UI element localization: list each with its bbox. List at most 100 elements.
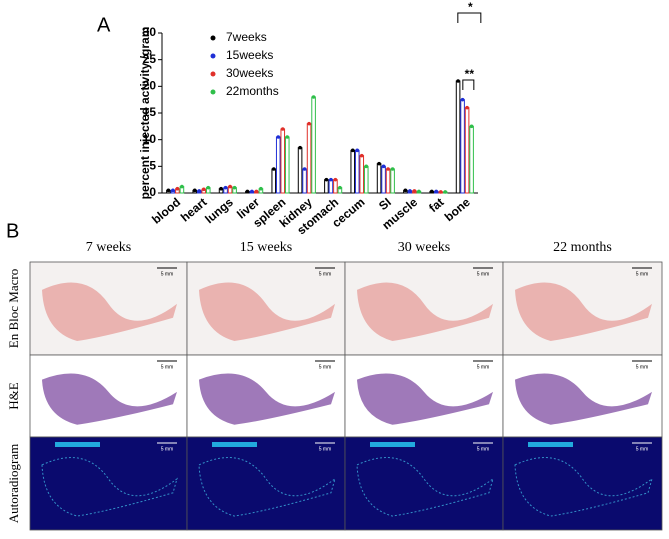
bar-dot <box>338 185 342 190</box>
scale-bar-label: 5 mm <box>161 364 174 370</box>
bar-dot <box>223 185 228 190</box>
colorbar <box>528 442 573 447</box>
legend-marker <box>210 35 216 41</box>
legend-label: 7weeks <box>226 30 267 44</box>
specimen <box>198 457 336 517</box>
bar-dot <box>456 79 460 83</box>
scale-bar-label: 5 mm <box>477 446 490 452</box>
bar-dot <box>171 188 175 193</box>
bar <box>460 99 465 194</box>
x-tick-label: blood <box>149 195 183 227</box>
bar <box>455 80 461 194</box>
legend-marker <box>210 53 216 59</box>
scale-bar-label: 5 mm <box>319 364 332 370</box>
specimen <box>199 282 335 342</box>
bar <box>385 168 391 194</box>
bar-dot <box>271 167 276 171</box>
specimen <box>357 373 493 425</box>
specimen <box>356 457 494 517</box>
legend-marker <box>210 71 216 77</box>
bar <box>271 168 277 194</box>
specimen <box>515 282 652 342</box>
bar <box>350 149 356 194</box>
bar <box>311 96 316 194</box>
bar-dot <box>438 190 443 194</box>
bar-dot <box>377 161 381 166</box>
bar-dot <box>469 124 474 129</box>
x-tick-label: lungs <box>202 195 236 227</box>
row-label: Autoradiogram <box>6 444 21 523</box>
bar-dot <box>434 189 439 194</box>
bar-dot <box>408 189 412 193</box>
bar-dot <box>245 189 250 194</box>
legend-label: 30weeks <box>226 66 273 80</box>
legend-marker <box>210 89 216 95</box>
bar-dot <box>201 187 206 192</box>
y-axis-title: percent injected activity /gram <box>138 27 152 200</box>
bar-dot <box>329 177 333 182</box>
column-header: 30 weeks <box>398 240 451 255</box>
y-tick-label: 5 <box>149 159 156 173</box>
specimen <box>515 373 652 425</box>
bar <box>284 136 290 194</box>
scale-bar-label: 5 mm <box>319 271 332 277</box>
bar <box>324 179 329 194</box>
bar-dot <box>460 97 465 102</box>
y-tick-label: 15 <box>143 105 157 119</box>
scale-bar-label: 5 mm <box>161 446 174 452</box>
bar <box>280 128 286 194</box>
panel-label: A <box>97 14 111 36</box>
bar-dot <box>166 188 171 193</box>
bar-dot <box>355 148 360 153</box>
bar-dot <box>350 148 355 153</box>
bar <box>359 155 365 194</box>
bar-dot <box>219 186 223 191</box>
bar-dot <box>254 189 259 194</box>
bar-dot <box>298 145 302 150</box>
bar-dot <box>180 184 184 189</box>
bar-dot <box>276 135 281 139</box>
legend-label: 22months <box>226 84 279 98</box>
bar-dot <box>175 186 180 191</box>
row-label: H&E <box>6 382 21 410</box>
specimen <box>42 373 177 425</box>
bar <box>464 107 470 194</box>
bar-dot <box>412 189 417 193</box>
bar <box>328 179 334 194</box>
panel-label: B <box>6 220 19 242</box>
bar-dot <box>324 177 329 182</box>
scale-bar-label: 5 mm <box>477 364 490 370</box>
bar <box>297 147 303 194</box>
image-grid: 5 mm 5 mm 5 mm 5 mm 5 mm 5 mm 5 mm 5 mm 5 mm 5 mm… <box>29 261 663 531</box>
bar-dot <box>228 184 232 189</box>
bar-dot <box>364 164 369 169</box>
bar-dot <box>403 188 408 193</box>
bar <box>376 163 382 194</box>
x-tick-label: bone <box>442 195 473 224</box>
specimen <box>42 282 177 342</box>
significance-label: ** <box>465 67 475 81</box>
bar-dot <box>386 167 390 171</box>
colorbar <box>212 442 257 447</box>
bar-dot <box>192 188 197 193</box>
bar <box>381 165 386 194</box>
image-cell <box>502 436 663 531</box>
significance-label: * <box>468 0 473 14</box>
y-tick-label: 0 <box>149 185 156 199</box>
bar-dot <box>381 164 386 169</box>
bar <box>363 165 369 194</box>
scale-bar-label: 5 mm <box>636 446 649 452</box>
bar-dot <box>280 127 285 131</box>
specimen <box>199 373 335 425</box>
y-tick-label: 25 <box>143 52 157 66</box>
bar-dot <box>390 167 395 171</box>
specimen <box>41 457 178 517</box>
bar <box>306 123 312 194</box>
x-tick-label: heart <box>178 195 209 225</box>
x-tick-label: SI <box>376 195 394 213</box>
image-cell <box>29 436 188 531</box>
bar-dot <box>206 185 211 190</box>
image-cell <box>186 436 346 531</box>
scale-bar-label: 5 mm <box>161 271 174 277</box>
